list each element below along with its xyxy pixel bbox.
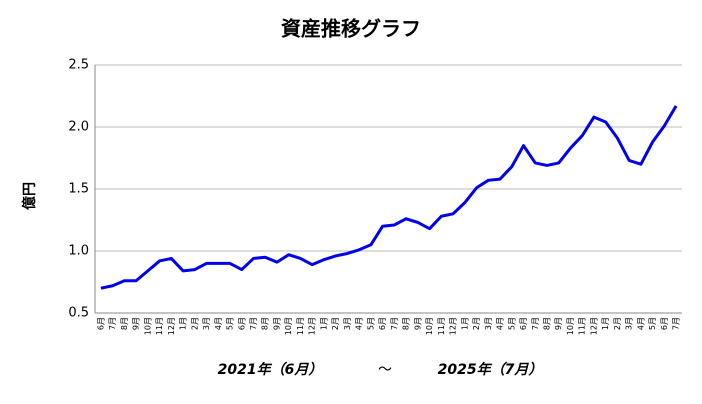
x-tick-label: 2月 bbox=[331, 317, 340, 330]
x-tick-label: 8月 bbox=[120, 317, 129, 330]
x-tick-label: 3月 bbox=[625, 317, 634, 330]
x-tick-label: 6月 bbox=[237, 317, 246, 330]
x-tick-label: 7月 bbox=[249, 317, 258, 330]
x-tick-label: 1月 bbox=[319, 317, 328, 330]
x-tick-label: 1月 bbox=[460, 317, 469, 330]
y-tick-label: 0.5 bbox=[68, 306, 89, 321]
x-tick-label: 11月 bbox=[155, 317, 164, 335]
x-tick-label: 10月 bbox=[566, 317, 575, 335]
y-tick-label: 1.5 bbox=[68, 182, 89, 197]
x-tick-label: 9月 bbox=[413, 317, 422, 330]
x-tick-label: 12月 bbox=[308, 317, 317, 335]
x-tick-label: 4月 bbox=[496, 317, 505, 330]
chart-title: 資産推移グラフ bbox=[281, 17, 421, 41]
x-tick-label: 7月 bbox=[672, 317, 681, 330]
y-tick-label: 2.0 bbox=[68, 120, 89, 135]
x-tick-label: 9月 bbox=[554, 317, 563, 330]
x-tick-label: 12月 bbox=[449, 317, 458, 335]
x-tick-label: 2月 bbox=[472, 317, 481, 330]
x-axis-label: ～ bbox=[378, 362, 392, 378]
x-tick-label: 7月 bbox=[390, 317, 399, 330]
line bbox=[100, 105, 678, 290]
x-tick-label: 4月 bbox=[355, 317, 364, 330]
x-tick-label: 8月 bbox=[542, 317, 551, 330]
x-tick-label: 5月 bbox=[366, 317, 375, 330]
x-tick-label: 6月 bbox=[660, 317, 669, 330]
x-tick-label: 6月 bbox=[96, 317, 105, 330]
x-tick-label: 12月 bbox=[167, 317, 176, 335]
x-tick-label: 3月 bbox=[484, 317, 493, 330]
x-tick-label: 7月 bbox=[531, 317, 540, 330]
x-tick-label: 3月 bbox=[202, 317, 211, 330]
x-axis-label: 2021年（6月） bbox=[218, 361, 323, 378]
x-tick-label: 11月 bbox=[437, 317, 446, 335]
x-tick-label: 11月 bbox=[578, 317, 587, 335]
x-tick-label: 10月 bbox=[284, 317, 293, 335]
x-axis-label: 2025年（7月） bbox=[438, 361, 543, 378]
x-tick-label: 4月 bbox=[214, 317, 223, 330]
x-tick-label: 2月 bbox=[613, 317, 622, 330]
x-tick-label: 5月 bbox=[226, 317, 235, 330]
x-tick-label: 6月 bbox=[519, 317, 528, 330]
x-tick-label: 8月 bbox=[402, 317, 411, 330]
x-tick-label: 5月 bbox=[507, 317, 516, 330]
x-tick-label: 1月 bbox=[179, 317, 188, 330]
y-tick-label: 2.5 bbox=[68, 58, 89, 73]
x-tick-label: 10月 bbox=[425, 317, 434, 335]
x-tick-label: 12月 bbox=[589, 317, 598, 335]
x-tick-label: 10月 bbox=[143, 317, 152, 335]
y-axis-label: 億円 bbox=[21, 182, 38, 210]
x-tick-label: 2月 bbox=[190, 317, 199, 330]
x-tick-label: 9月 bbox=[132, 317, 141, 330]
x-tick-label: 1月 bbox=[601, 317, 610, 330]
x-tick-label: 6月 bbox=[378, 317, 387, 330]
x-tick-label: 4月 bbox=[636, 317, 645, 330]
x-tick-label: 8月 bbox=[261, 317, 270, 330]
x-tick-label: 11月 bbox=[296, 317, 305, 335]
x-tick-label: 3月 bbox=[343, 317, 352, 330]
y-tick-label: 1.0 bbox=[68, 244, 89, 259]
x-tick-label: 7月 bbox=[108, 317, 117, 330]
x-tick-label: 5月 bbox=[648, 317, 657, 330]
x-tick-label: 9月 bbox=[272, 317, 281, 330]
